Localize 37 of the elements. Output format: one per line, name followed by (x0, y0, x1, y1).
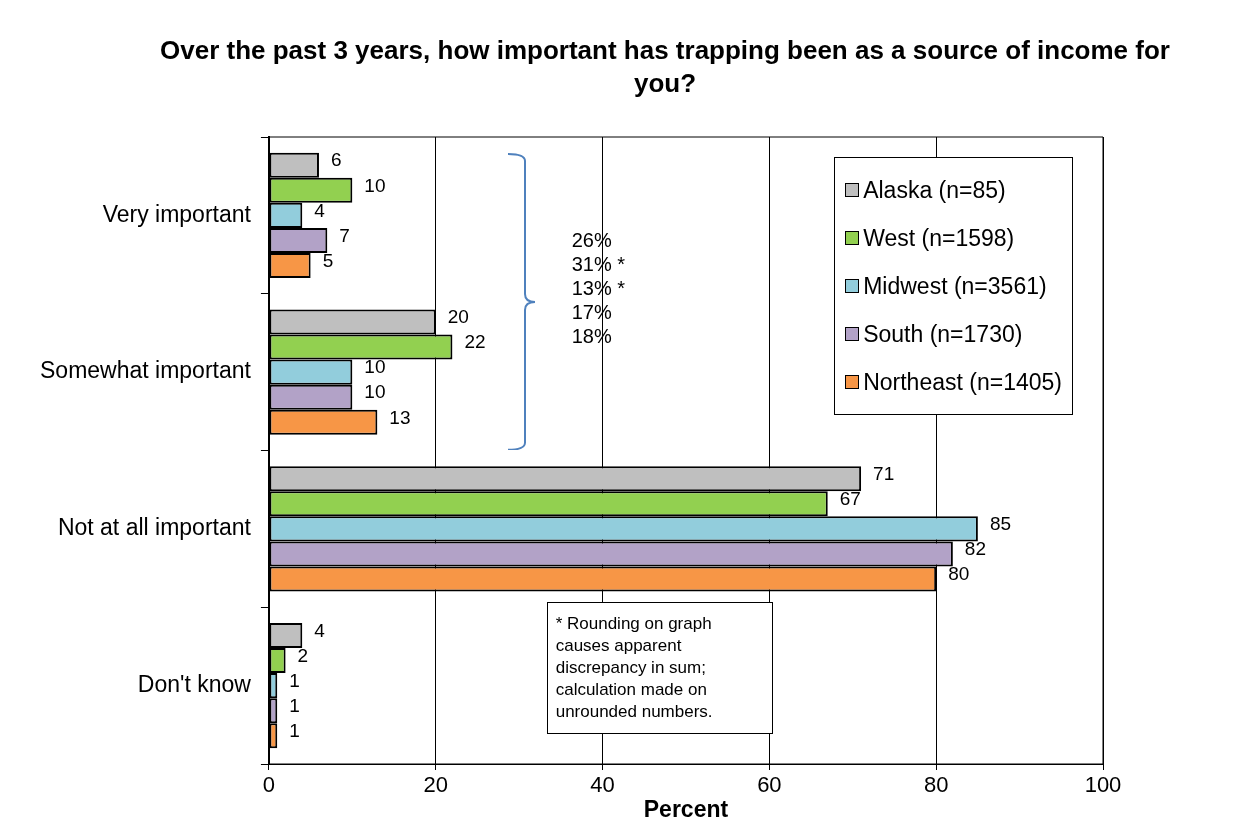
legend-label: South (n=1730) (863, 320, 1023, 348)
data-label: 80 (948, 563, 970, 585)
data-label: 1 (289, 720, 300, 742)
data-label: 10 (364, 381, 386, 403)
y-tick-label: Don't know (137, 670, 252, 697)
data-label: 71 (873, 462, 895, 484)
data-label: 22 (464, 331, 486, 353)
legend-label: Northeast (n=1405) (863, 368, 1062, 396)
data-label: 7 (339, 224, 350, 246)
legend-label: West (n=1598) (863, 224, 1015, 252)
data-label: 20 (447, 306, 469, 328)
x-tick-label: 20 (423, 772, 448, 798)
x-tick-label: 60 (757, 772, 782, 798)
data-label: 13 (389, 406, 411, 428)
x-tick-label: 80 (923, 772, 949, 798)
legend-label: Alaska (n=85) (863, 176, 1006, 204)
data-label: 1 (289, 669, 300, 691)
data-label: 10 (364, 174, 386, 196)
x-tick-label: 100 (1084, 772, 1122, 798)
y-tick-label: Not at all important (57, 514, 252, 541)
data-label: 5 (322, 249, 334, 271)
data-label: 85 (989, 513, 1012, 535)
data-label: 2 (297, 644, 309, 666)
data-label: 4 (314, 199, 326, 221)
data-label: 1 (289, 694, 300, 716)
data-label: 6 (330, 149, 342, 171)
chart-title: Over the past 3 years, how important has trapping been as a source of income for you? (159, 34, 1171, 100)
x-axis-title: Percent (643, 795, 729, 822)
data-label: 4 (314, 619, 326, 641)
legend-label: Midwest (n=3561) (863, 272, 1047, 300)
y-tick-label: Somewhat important (39, 357, 252, 384)
data-label: 82 (964, 538, 987, 560)
data-label: 10 (364, 356, 386, 378)
x-tick-label: 40 (590, 772, 615, 798)
y-tick-label: Very important (102, 200, 252, 227)
x-tick-label: 0 (262, 772, 276, 798)
data-label: 67 (839, 488, 861, 510)
